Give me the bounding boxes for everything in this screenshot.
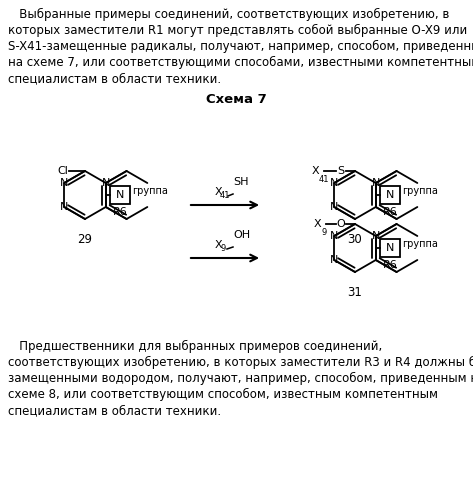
Bar (110, 186, 130, 204)
Text: специалистам в области техники.: специалистам в области техники. (8, 404, 221, 417)
Text: группа: группа (132, 186, 167, 196)
Text: N: N (330, 231, 338, 241)
Text: R6: R6 (382, 260, 397, 270)
Text: N: N (60, 178, 69, 188)
Text: S: S (337, 166, 344, 176)
Text: N: N (330, 178, 338, 188)
Text: N: N (102, 178, 110, 188)
Text: которых заместители R1 могут представлять собой выбранные O-X9 или: которых заместители R1 могут представлят… (8, 24, 467, 37)
Text: N: N (330, 255, 338, 265)
Text: 9: 9 (220, 244, 225, 253)
Text: специалистам в области техники.: специалистам в области техники. (8, 72, 221, 85)
Text: O: O (337, 219, 345, 229)
Text: схеме 8, или соответствующим способом, известным компетентным: схеме 8, или соответствующим способом, и… (8, 388, 438, 401)
Text: на схеме 7, или соответствующими способами, известными компетентным: на схеме 7, или соответствующими способа… (8, 56, 473, 69)
Text: N: N (372, 231, 380, 241)
Text: Предшественники для выбранных примеров соединений,: Предшественники для выбранных примеров с… (8, 340, 382, 353)
Text: R6: R6 (113, 207, 127, 217)
Text: Схема 7: Схема 7 (206, 93, 267, 106)
Text: X: X (215, 187, 223, 197)
Text: N: N (60, 202, 69, 212)
Text: X: X (311, 166, 319, 176)
Bar (380, 239, 400, 257)
Text: N: N (115, 190, 124, 200)
Text: 41: 41 (220, 191, 230, 200)
Text: 29: 29 (78, 233, 93, 246)
Text: OH: OH (233, 230, 250, 240)
Text: X: X (215, 240, 223, 250)
Text: N: N (385, 190, 394, 200)
Text: 31: 31 (348, 286, 362, 299)
Bar (380, 186, 400, 204)
Text: соответствующих изобретению, в которых заместители R3 и R4 должны быть: соответствующих изобретению, в которых з… (8, 356, 473, 369)
Text: Выбранные примеры соединений, соответствующих изобретению, в: Выбранные примеры соединений, соответств… (8, 8, 449, 21)
Text: замещенными водородом, получают, например, способом, приведенным на: замещенными водородом, получают, наприме… (8, 372, 473, 385)
Text: N: N (385, 243, 394, 253)
Text: N: N (330, 202, 338, 212)
Text: группа: группа (402, 239, 438, 249)
Text: группа: группа (402, 186, 438, 196)
Text: N: N (372, 178, 380, 188)
Text: X: X (314, 219, 321, 229)
Text: R6: R6 (382, 207, 397, 217)
Text: S-X41-замещенные радикалы, получают, например, способом, приведенным: S-X41-замещенные радикалы, получают, нап… (8, 40, 473, 53)
Text: Cl: Cl (58, 166, 69, 176)
Text: 9: 9 (321, 228, 326, 237)
Text: 30: 30 (348, 233, 362, 246)
Text: 41: 41 (319, 175, 330, 184)
Text: SH: SH (233, 177, 248, 187)
